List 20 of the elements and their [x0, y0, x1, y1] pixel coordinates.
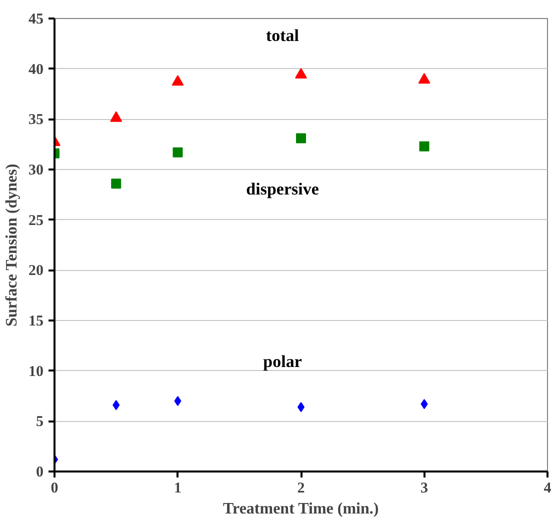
y-tick-label: 25	[28, 212, 44, 229]
x-tick-label: 4	[544, 480, 552, 496]
y-tick-label: 20	[28, 263, 44, 280]
y-tick-label: 35	[28, 112, 44, 128]
y-tick-label: 15	[28, 314, 44, 330]
series-label: polar	[263, 352, 302, 372]
text: dispersive	[246, 180, 320, 199]
y-tick-label: 40	[28, 62, 44, 78]
x-tick-label: 3	[420, 480, 428, 496]
x-tick-label: 1	[174, 480, 182, 496]
x-axis-title: Treatment Time (min.)	[223, 500, 379, 518]
x-tick-label: 0	[50, 480, 58, 496]
y-tick-label: 30	[28, 162, 44, 178]
y-tick-label: 10	[28, 364, 44, 380]
y-tick-label: 5	[36, 414, 44, 430]
y-axis-title: Surface Tension (dynes)	[4, 164, 20, 326]
series-label: total	[266, 26, 300, 45]
x-tick-label: 2	[297, 480, 305, 496]
y-tick-label: 0	[36, 464, 44, 480]
y-tick-label: 45	[28, 12, 44, 28]
